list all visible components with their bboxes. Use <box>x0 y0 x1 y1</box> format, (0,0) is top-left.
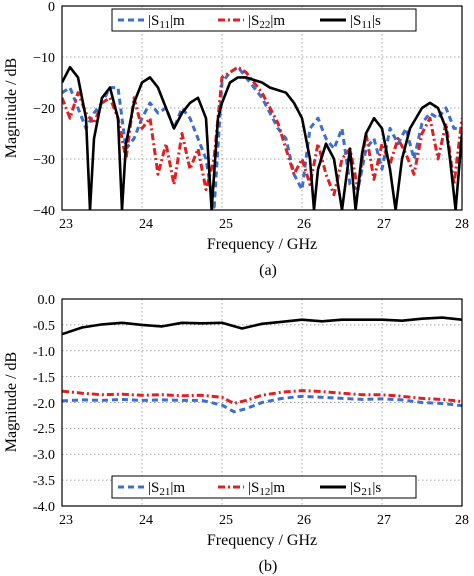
chart-b-xlabel: Frequency / GHz <box>207 532 317 549</box>
chart-b-xtick-1: 24 <box>139 513 153 528</box>
chart-b: 0.0 -0.5 -1.0 -1.5 -2.0 -2.5 -3.0 -3.5 -… <box>3 293 469 575</box>
chart-a-xlabel: Frequency / GHz <box>207 236 317 253</box>
chart-b-ytick-3: -1.5 <box>33 371 55 386</box>
chart-a-xtick-2: 25 <box>219 217 233 232</box>
chart-b-legend-entry-1: |S12|m <box>248 480 285 498</box>
chart-b-ytick-5: -2.5 <box>33 422 55 437</box>
chart-b-frame <box>61 298 463 507</box>
chart-a: 0 −10 −20 −30 −40 23 24 25 26 27 28 Freq… <box>3 0 469 279</box>
chart-b-series-2-line <box>62 316 462 336</box>
chart-b-legend-entry-2: |S21|s <box>350 480 381 498</box>
chart-a-ytick-4: −40 <box>33 204 55 219</box>
chart-a-legend: |S11|m |S22|m |S11|s <box>111 8 417 32</box>
chart-b-ytick-2: -1.0 <box>33 345 55 360</box>
chart-a-series-1-line <box>62 65 462 197</box>
chart-b-xtick-0: 23 <box>59 513 73 528</box>
chart-a-series <box>62 65 462 210</box>
chart-b-ytick-1: -0.5 <box>33 319 55 334</box>
chart-a-caption: (a) <box>259 262 277 279</box>
chart-b-xtick-3: 26 <box>297 513 311 528</box>
chart-b-ytick-0: 0.0 <box>38 293 56 308</box>
chart-a-xtick-4: 27 <box>377 217 391 232</box>
chart-b-xtick-2: 25 <box>219 513 233 528</box>
chart-b-ytick-7: -3.5 <box>33 474 55 489</box>
chart-b-legend: |S21|m |S12|m |S21|s <box>111 475 417 499</box>
chart-a-xtick-1: 24 <box>139 217 153 232</box>
chart-b-ytick-4: -2.0 <box>33 397 55 412</box>
chart-a-series-2-line <box>62 65 462 210</box>
chart-b-series <box>62 316 462 414</box>
chart-b-legend-entry-0: |S21|m <box>148 480 185 498</box>
chart-a-xtick-5: 28 <box>455 217 469 232</box>
chart-a-xtick-0: 23 <box>59 217 73 232</box>
chart-a-grid <box>61 5 463 211</box>
chart-a-ytick-2: −20 <box>33 102 55 117</box>
chart-a-ytick-1: −10 <box>33 51 55 66</box>
chart-b-ylabel: Magnitude / dB <box>3 352 20 452</box>
chart-b-series-0-line <box>62 394 462 414</box>
chart-b-xtick-4: 27 <box>377 513 391 528</box>
chart-b-ytick-6: -3.0 <box>33 448 55 463</box>
chart-a-series-0-line <box>62 65 462 210</box>
chart-a-ytick-0: 0 <box>48 0 55 15</box>
chart-b-series-1-line <box>62 389 462 405</box>
chart-a-xtick-3: 26 <box>297 217 311 232</box>
chart-a-ylabel: Magnitude / dB <box>3 58 20 158</box>
chart-a-ytick-3: −30 <box>33 153 55 168</box>
chart-a-frame <box>61 5 463 211</box>
chart-a-legend-entry-2: |S11|s <box>350 13 381 31</box>
chart-b-xtick-5: 28 <box>455 513 469 528</box>
chart-b-ytick-8: -4.0 <box>33 500 55 515</box>
chart-b-caption: (b) <box>259 558 278 575</box>
chart-a-legend-entry-0: |S11|m <box>148 13 185 31</box>
chart-a-legend-entry-1: |S22|m <box>248 13 285 31</box>
